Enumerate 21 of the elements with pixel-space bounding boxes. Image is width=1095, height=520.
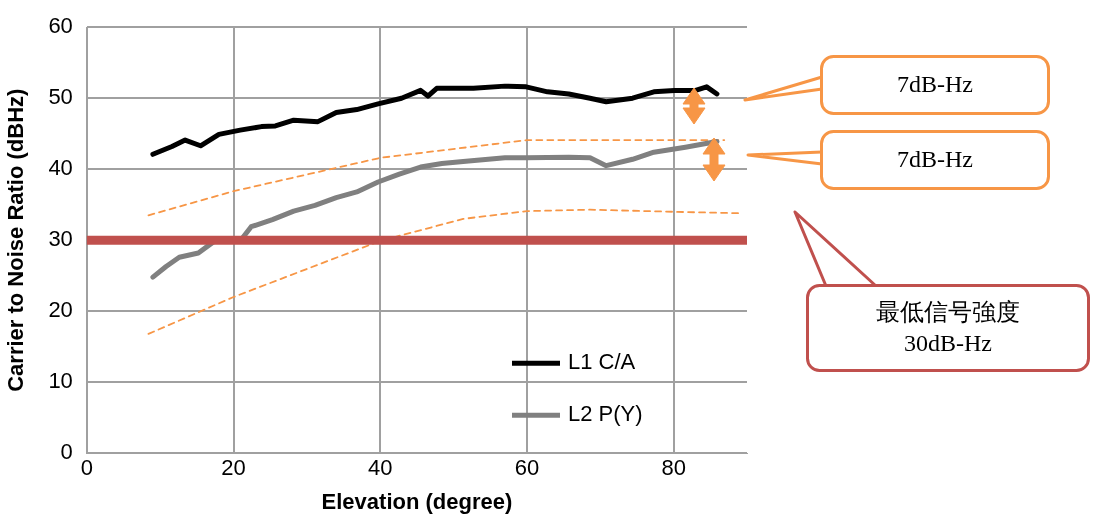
x-tick-label: 20	[221, 455, 246, 481]
y-tick-label: 10	[48, 368, 73, 394]
text: 7dB-Hz	[820, 55, 1050, 115]
x-tick-label: 80	[661, 455, 686, 481]
x-tick-label: 40	[368, 455, 393, 481]
y-tick-label: 60	[48, 13, 73, 39]
x-tick-label: 60	[514, 455, 540, 481]
legend-label: L2 P(Y)	[568, 401, 643, 427]
legend-label: L1 C/A	[568, 349, 636, 375]
y-tick-label: 50	[48, 84, 73, 110]
line-series	[147, 139, 726, 217]
x-tick-label: 0	[80, 455, 93, 481]
y-tick-label: 20	[48, 297, 73, 323]
text: 最低信号強度 30dB-Hz	[806, 284, 1090, 372]
y-axis-title: Carrier to Noise Ratio (dBHz)	[3, 88, 29, 392]
y-tick-label: 30	[48, 226, 73, 252]
y-tick-label: 0	[60, 439, 73, 465]
text: 7dB-Hz	[820, 130, 1050, 190]
x-axis-title: Elevation (degree)	[321, 488, 513, 514]
y-tick-label: 40	[48, 155, 73, 181]
line-series	[147, 208, 741, 335]
